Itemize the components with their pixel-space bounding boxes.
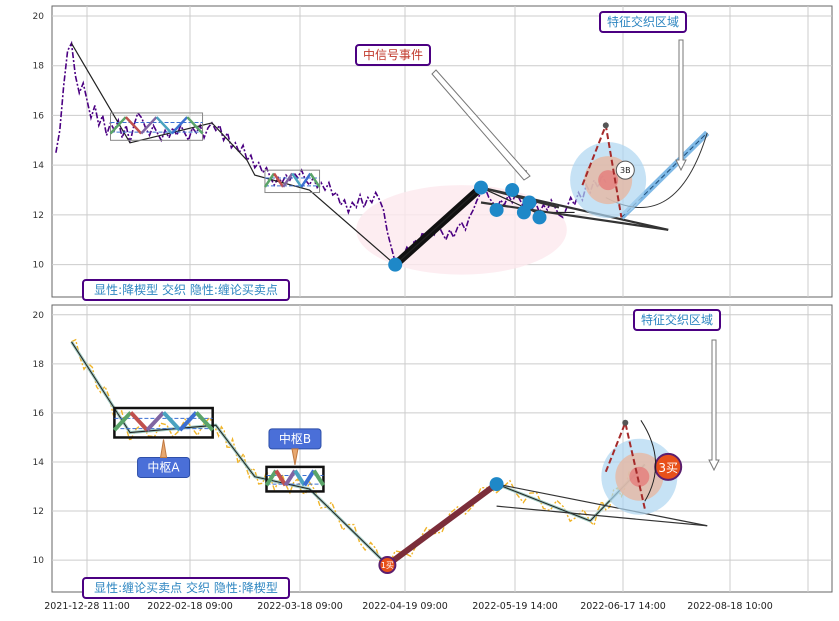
- blue-node: [522, 195, 537, 210]
- pivot-segment: [186, 116, 204, 135]
- pivot-label: 中枢B: [279, 431, 311, 446]
- y-tick-label: 14: [33, 161, 45, 171]
- blue-node: [489, 202, 504, 217]
- blue-node: [505, 183, 520, 198]
- pivot-segment: [112, 411, 133, 432]
- node-3b-label: 3B: [620, 166, 631, 175]
- dashed-red-line: [604, 419, 646, 509]
- y-tick-label: 18: [33, 360, 45, 370]
- blue-node: [388, 257, 403, 272]
- pivot-segment: [129, 411, 149, 432]
- feature-zone-label-box: [633, 309, 721, 331]
- y-tick-label: 10: [33, 261, 45, 271]
- x-tick-label: 2022-02-18 09:00: [147, 601, 233, 612]
- x-tick-label: 2022-06-17 14:00: [580, 601, 666, 612]
- explicit-implicit-label-box: [82, 279, 290, 301]
- wedge-line: [496, 483, 708, 527]
- buy3-label: 3买: [658, 461, 678, 475]
- zone-arrow: [675, 39, 687, 172]
- buy1-label: 1买: [381, 561, 394, 570]
- pivot-segment: [178, 411, 198, 432]
- feature-zone-label: 特征交织区域: [607, 14, 679, 29]
- blue-node: [532, 210, 547, 225]
- peak-dot: [622, 419, 629, 426]
- pivot-segment: [283, 469, 297, 487]
- pivot-segment: [194, 411, 215, 432]
- pivot-segment: [263, 172, 276, 188]
- pivot-segment: [162, 411, 182, 432]
- node-3b: [615, 160, 635, 180]
- y-tick-label: 12: [33, 211, 44, 221]
- feature-zone-label-box: [599, 11, 687, 33]
- x-tick-label: 2022-08-18 10:00: [687, 601, 773, 612]
- curve-line: [640, 420, 657, 502]
- wedge-line: [480, 201, 669, 231]
- pivot-segment: [302, 469, 316, 487]
- pivot-segment: [293, 469, 307, 487]
- y-tick-label: 20: [33, 12, 45, 22]
- x-tick-label: 2022-03-18 09:00: [257, 601, 343, 612]
- pivot-segment: [300, 172, 312, 188]
- x-tick-label: 2022-05-19 14:00: [472, 601, 558, 612]
- x-tick-label: 2021-12-28 11:00: [44, 601, 130, 612]
- mid-signal-label: 中信号事件: [363, 47, 423, 62]
- pivot-label: 中枢A: [147, 459, 180, 474]
- buy1-node: [378, 556, 397, 575]
- explicit-implicit-label: 显性:缠论买卖点 交织 隐性:降楔型: [94, 580, 278, 595]
- pivot-box: [265, 465, 325, 493]
- x-tick-label: 2022-04-19 09:00: [362, 601, 448, 612]
- pivot-segment: [282, 172, 294, 188]
- pivot-segment: [309, 172, 321, 188]
- panel-frame: [51, 304, 833, 593]
- pivot-segment: [140, 116, 158, 135]
- y-tick-label: 12: [33, 507, 44, 517]
- pivot-segment: [145, 411, 166, 432]
- pivot-segment: [291, 172, 303, 188]
- explicit-implicit-label-box: [82, 577, 290, 599]
- zone-arrow: [708, 339, 720, 472]
- pivot-arrow: [159, 439, 168, 458]
- wedge-line: [480, 186, 560, 209]
- y-tick-label: 16: [33, 409, 45, 419]
- pivot-segment: [264, 469, 278, 487]
- wedge-line: [496, 505, 708, 527]
- blue-node: [474, 180, 488, 195]
- pivot-segment: [124, 116, 143, 135]
- explicit-implicit-label: 显性:降楔型 交织 隐性:缠论买卖点: [94, 282, 278, 297]
- pivot-segment: [312, 469, 326, 487]
- blue-node: [489, 477, 504, 492]
- pivot-segment: [155, 116, 173, 135]
- pivot-box: [110, 112, 204, 141]
- bold-stroke-segment: [385, 481, 499, 568]
- pivot-segment: [170, 116, 189, 135]
- pivot-box: [264, 169, 321, 194]
- signal-ellipse: [356, 185, 567, 275]
- signal-arrow-body: [431, 69, 531, 181]
- y-tick-label: 16: [33, 111, 45, 121]
- y-tick-label: 14: [33, 458, 45, 468]
- mid-signal-label-box: [355, 44, 431, 66]
- y-tick-label: 18: [33, 62, 45, 72]
- zone-circle-inner: [598, 170, 619, 191]
- feature-zone-label: 特征交织区域: [641, 312, 713, 327]
- pivot-box: [113, 406, 214, 439]
- peak-dot: [602, 122, 609, 129]
- y-tick-label: 20: [33, 311, 45, 321]
- zone-circle-inner: [629, 466, 650, 487]
- y-tick-label: 10: [33, 556, 45, 566]
- pivot-arrow: [291, 448, 299, 465]
- pivot-segment: [273, 172, 285, 188]
- pivot-segment: [274, 469, 288, 487]
- pivot-segment: [109, 116, 127, 135]
- stroke-line-inner: [71, 341, 646, 566]
